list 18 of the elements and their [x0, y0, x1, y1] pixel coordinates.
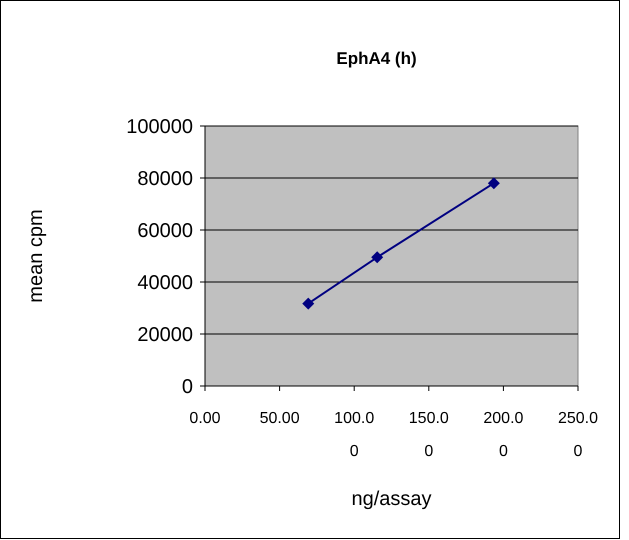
x-tick-label: 150.00: [408, 410, 449, 460]
chart-title: EphA4 (h): [336, 49, 417, 68]
x-axis-title: ng/assay: [351, 488, 432, 510]
y-tick-label: 60000: [137, 220, 193, 242]
x-tick-label: 50.00: [260, 410, 300, 427]
y-axis-title: mean cpm: [25, 209, 47, 303]
y-tick-label: 0: [182, 376, 193, 398]
point: [371, 251, 384, 264]
y-tick-label: 40000: [137, 272, 193, 294]
x-tick-label: 250.00: [558, 410, 598, 460]
point: [302, 298, 314, 310]
x-tick-label: 100.00: [334, 410, 374, 460]
point: [488, 177, 500, 190]
y-tick-label: 20000: [137, 324, 193, 346]
y-tick-label: 100000: [126, 116, 193, 138]
x-tick-label: 0.00: [189, 410, 221, 427]
y-tick-label: 80000: [137, 168, 193, 190]
x-tick-label: 200.00: [483, 410, 524, 460]
